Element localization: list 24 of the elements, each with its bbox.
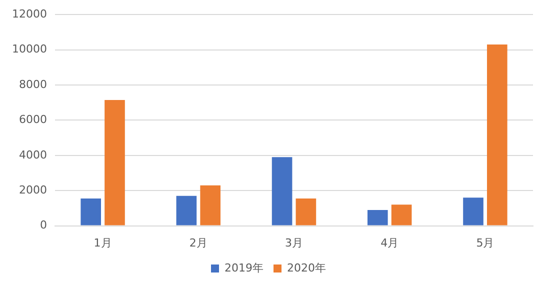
- bar: [391, 204, 412, 226]
- x-tick-label: 1月: [94, 236, 112, 250]
- y-tick-label: 8000: [18, 78, 47, 91]
- x-tick-label: 5月: [476, 236, 494, 250]
- bar: [80, 198, 101, 226]
- x-tick-label: 2月: [189, 236, 208, 250]
- bar: [176, 196, 197, 226]
- bar: [486, 44, 508, 226]
- y-tick-label: 2000: [18, 183, 47, 196]
- bar: [463, 198, 484, 226]
- y-tick-label: 12000: [12, 7, 47, 20]
- legend-label: 2020年: [287, 261, 326, 274]
- x-tick-label: 3月: [284, 236, 303, 250]
- x-tick-label: 4月: [380, 236, 399, 250]
- bar: [272, 157, 292, 226]
- y-tick-label: 0: [40, 218, 47, 232]
- y-tick-label: 6000: [18, 113, 47, 126]
- y-tick-label: 4000: [18, 148, 47, 162]
- legend-label: 2019年: [224, 261, 264, 274]
- bar: [296, 198, 316, 226]
- y-tick-label: 10000: [12, 42, 47, 56]
- bar: [367, 210, 388, 226]
- bar: [104, 100, 125, 226]
- bar: [200, 185, 221, 226]
